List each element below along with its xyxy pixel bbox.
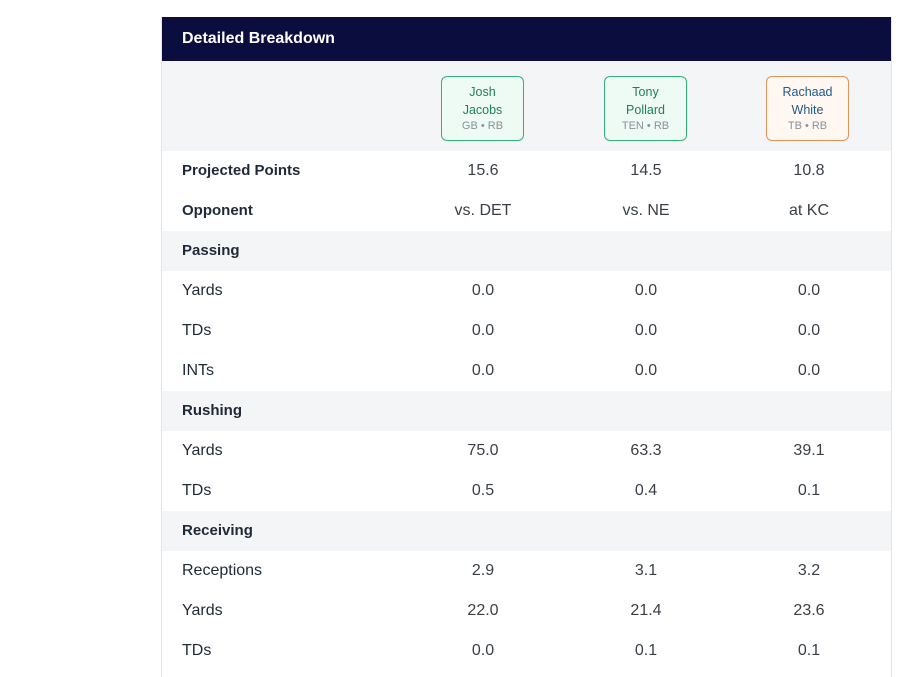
row-label: Yards <box>182 282 223 299</box>
row-projected-points: Projected Points 15.6 14.5 10.8 <box>162 151 891 191</box>
value-cell: 3.2 <box>797 562 821 579</box>
value-cell: vs. DET <box>454 202 512 219</box>
value-cell: 21.4 <box>630 602 662 619</box>
player-team-position: TB • RB <box>787 120 828 132</box>
row-receiving-yards: Yards 22.0 21.4 23.6 <box>162 591 891 631</box>
player-first-name: Tony <box>632 85 659 99</box>
value-cell: 0.0 <box>797 322 821 339</box>
value-cell: 22.0 <box>467 602 499 619</box>
row-label: Receptions <box>182 562 263 579</box>
player-first-name: Josh <box>469 85 496 99</box>
value-cell: 0.0 <box>471 362 495 379</box>
value-cell: 39.1 <box>793 442 825 459</box>
value-cell: 10.8 <box>793 162 825 179</box>
value-cell: 0.0 <box>471 282 495 299</box>
value-cell: 0.0 <box>471 322 495 339</box>
player-first-name: Rachaad <box>782 85 833 99</box>
value-cell: 3.1 <box>634 562 658 579</box>
value-cell: 15.6 <box>467 162 499 179</box>
value-cell: 14.5 <box>630 162 662 179</box>
row-label: TDs <box>182 322 212 339</box>
value-cell: vs. NE <box>622 202 670 219</box>
value-cell: at KC <box>788 202 829 219</box>
row-passing-yards: Yards 0.0 0.0 0.0 <box>162 271 891 311</box>
section-label: Receiving <box>182 522 253 539</box>
value-cell: 63.3 <box>630 442 662 459</box>
row-label: Opponent <box>182 202 253 219</box>
value-cell: 0.0 <box>634 322 658 339</box>
row-label: Projected Points <box>182 162 301 179</box>
row-rushing-tds: TDs 0.5 0.4 0.1 <box>162 471 891 511</box>
value-cell: 75.0 <box>467 442 499 459</box>
row-passing-ints: INTs 0.0 0.0 0.0 <box>162 351 891 391</box>
value-cell: 0.1 <box>797 482 821 499</box>
player-last-name: Jacobs <box>462 103 503 117</box>
section-label: Rushing <box>182 402 242 419</box>
section-header-rushing: Rushing <box>162 391 891 431</box>
row-rushing-yards: Yards 75.0 63.3 39.1 <box>162 431 891 471</box>
player-team-position: GB • RB <box>461 120 504 132</box>
value-cell: 0.1 <box>797 642 821 659</box>
row-passing-tds: TDs 0.0 0.0 0.0 <box>162 311 891 351</box>
row-opponent: Opponent vs. DET vs. NE at KC <box>162 191 891 231</box>
section-label: Passing <box>182 242 240 259</box>
row-label: Yards <box>182 602 223 619</box>
row-receptions: Receptions 2.9 3.1 3.2 <box>162 551 891 591</box>
value-cell: 0.0 <box>634 282 658 299</box>
value-cell: 0.5 <box>471 482 495 499</box>
row-label: TDs <box>182 642 212 659</box>
value-cell: 0.1 <box>634 642 658 659</box>
value-cell: 0.0 <box>797 282 821 299</box>
player-card-rachaad-white[interactable]: Rachaad White TB • RB <box>766 76 849 141</box>
player-card-tony-pollard[interactable]: Tony Pollard TEN • RB <box>604 76 687 141</box>
player-team-position: TEN • RB <box>621 120 670 132</box>
row-label: TDs <box>182 482 212 499</box>
section-header-receiving: Receiving <box>162 511 891 551</box>
card-title: Detailed Breakdown <box>182 30 335 47</box>
row-label: Yards <box>182 442 223 459</box>
value-cell: 0.0 <box>797 362 821 379</box>
value-cell: 23.6 <box>793 602 825 619</box>
value-cell: 0.0 <box>471 642 495 659</box>
value-cell: 0.0 <box>634 362 658 379</box>
players-row: Josh Jacobs GB • RB Tony Pollard TEN • R… <box>162 61 891 151</box>
row-receiving-tds: TDs 0.0 0.1 0.1 <box>162 631 891 671</box>
section-header-passing: Passing <box>162 231 891 271</box>
row-label: INTs <box>182 362 214 379</box>
value-cell: 2.9 <box>471 562 495 579</box>
player-last-name: White <box>791 103 824 117</box>
player-last-name: Pollard <box>626 103 665 117</box>
card-header: Detailed Breakdown <box>162 17 891 61</box>
detailed-breakdown-card: Detailed Breakdown Josh Jacobs GB • RB T… <box>161 17 892 677</box>
player-card-josh-jacobs[interactable]: Josh Jacobs GB • RB <box>441 76 524 141</box>
value-cell: 0.4 <box>634 482 658 499</box>
